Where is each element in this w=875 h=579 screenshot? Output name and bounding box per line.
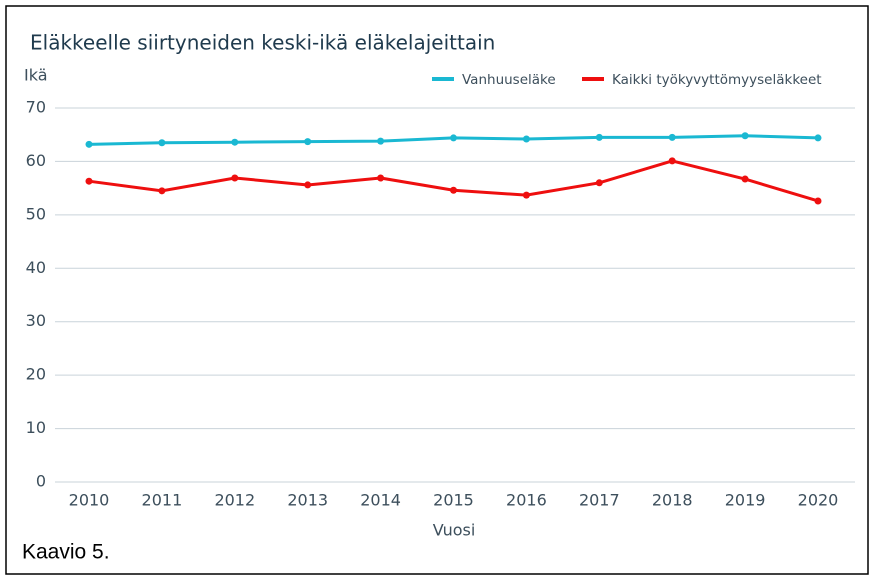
x-tick-label: 2018	[652, 491, 693, 510]
y-tick-label: 10	[26, 418, 46, 437]
data-point	[522, 135, 530, 143]
y-tick-label: 40	[26, 258, 46, 277]
y-axis-label: Ikä	[24, 66, 48, 85]
frame	[5, 5, 869, 575]
data-point	[85, 140, 93, 148]
data-point	[85, 177, 93, 185]
data-point	[304, 181, 312, 189]
data-point	[231, 138, 239, 146]
chart-title: Eläkkeelle siirtyneiden keski-ikä eläkel…	[30, 31, 495, 55]
data-point	[450, 186, 457, 194]
caption: Kaavio 5.	[22, 541, 110, 564]
y-tick-label: 50	[26, 204, 46, 223]
x-tick-label: 2014	[360, 491, 401, 510]
data-point	[450, 134, 457, 142]
x-tick-label: 2017	[579, 491, 620, 510]
y-tick-label: 20	[26, 365, 46, 384]
data-point	[377, 174, 385, 182]
x-tick-label: 2013	[287, 491, 328, 510]
x-tick-label: 2015	[433, 491, 474, 510]
data-point	[741, 132, 749, 140]
x-tick-label: 2011	[142, 491, 183, 510]
data-point	[595, 179, 603, 187]
data-point	[668, 133, 676, 141]
data-point	[522, 191, 530, 199]
x-tick-label: 2020	[798, 491, 839, 510]
x-tick-label: 2012	[214, 491, 255, 510]
y-tick-label: 0	[36, 472, 46, 491]
data-point	[595, 133, 603, 141]
data-point	[158, 139, 166, 147]
y-tick-label: 70	[26, 98, 46, 117]
x-tick-label: 2010	[69, 491, 110, 510]
data-point	[814, 197, 822, 205]
data-point	[304, 138, 312, 146]
data-point	[231, 174, 239, 182]
legend-label: Kaikki työkyvyttömyyseläkkeet	[612, 72, 822, 88]
x-tick-label: 2019	[725, 491, 766, 510]
legend-label: Vanhuuseläke	[462, 72, 556, 88]
data-point	[814, 134, 822, 142]
series-line	[88, 159, 819, 203]
y-tick-label: 60	[26, 151, 46, 170]
data-point	[377, 137, 385, 145]
data-point	[668, 157, 676, 165]
data-point	[158, 187, 166, 195]
y-tick-label: 30	[26, 311, 46, 330]
x-tick-label: 2016	[506, 491, 547, 510]
x-axis-label: Vuosi	[433, 521, 476, 540]
data-point	[741, 175, 749, 183]
